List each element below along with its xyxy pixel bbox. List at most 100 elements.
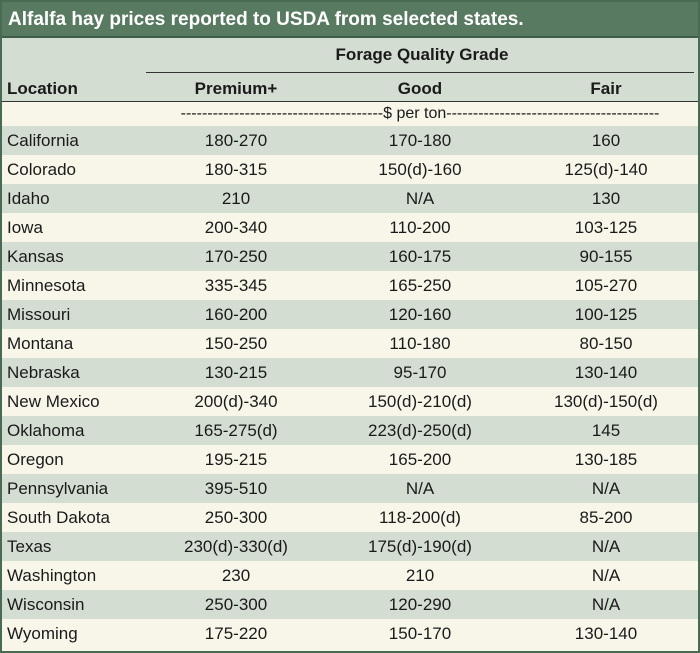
fair-cell: 130-185 [574, 450, 638, 469]
location-header: Location [7, 79, 78, 98]
good-cell: 120-290 [388, 595, 452, 614]
good-cell: 110-200 [389, 218, 451, 237]
fair-cell: 125(d)-140 [564, 160, 648, 179]
premium-cell: 130-215 [204, 363, 268, 382]
unit-row: --------------------------------------$ … [2, 102, 698, 126]
good-cell: 150(d)-160 [378, 160, 462, 179]
good-cell: 150-170 [388, 624, 452, 643]
premium-cell: 395-510 [204, 479, 268, 498]
table-title: Alfalfa hay prices reported to USDA from… [2, 2, 698, 38]
good-cell: 110-180 [389, 334, 451, 353]
location-cell: Minnesota [7, 276, 86, 295]
table-row: Oklahoma 165-275(d) 223(d)-250(d) 145 [2, 416, 698, 445]
premium-cell: 335-345 [204, 276, 268, 295]
premium-cell: 250-300 [204, 508, 268, 527]
fair-cell: 160 [591, 131, 621, 150]
table-row: Nebraska 130-215 95-170 130-140 [2, 358, 698, 387]
fair-cell: 130 [591, 189, 621, 208]
location-cell: Missouri [7, 305, 71, 324]
good-cell: N/A [405, 189, 435, 208]
table-row: Oregon 195-215 165-200 130-185 [2, 445, 698, 474]
good-cell: 160-175 [388, 247, 452, 266]
premium-cell: 250-300 [204, 595, 268, 614]
location-cell: Oregon [7, 450, 64, 469]
table-row: Colorado 180-315 150(d)-160 125(d)-140 [2, 155, 698, 184]
table-body: California 180-270 170-180 160 Colorado 180-3… [2, 126, 698, 648]
table-row: Wyoming 175-220 150-170 130-140 [2, 619, 698, 648]
table-row: Texas 230(d)-330(d) 175(d)-190(d) N/A [2, 532, 698, 561]
table-row: South Dakota 250-300 118-200(d) 85-200 [2, 503, 698, 532]
fair-cell: 105-270 [574, 276, 638, 295]
good-cell: 210 [405, 566, 435, 585]
table-row: Wisconsin 250-300 120-290 N/A [2, 590, 698, 619]
fair-cell: 130(d)-150(d) [554, 392, 658, 411]
premium-cell: 150-250 [204, 334, 268, 353]
good-cell: 120-160 [388, 305, 452, 324]
premium-cell: 160-200 [204, 305, 268, 324]
location-cell: Colorado [7, 160, 76, 179]
premium-cell: 200(d)-340 [194, 392, 278, 411]
location-cell: Iowa [7, 218, 43, 237]
table-row: Kansas 170-250 160-175 90-155 [2, 242, 698, 271]
fair-cell: N/A [591, 537, 621, 556]
table-header: Forage Quality Grade Location Premium+ G… [2, 38, 698, 102]
table-row: Iowa 200-340 110-200 103-125 [2, 213, 698, 242]
good-cell: N/A [405, 479, 435, 498]
location-cell: California [7, 131, 79, 150]
premium-cell: 180-315 [204, 160, 268, 179]
fair-cell: 130-140 [574, 624, 638, 643]
fair-header: Fair [590, 79, 622, 98]
table-row: New Mexico 200(d)-340 150(d)-210(d) 130(d)-… [2, 387, 698, 416]
premium-cell: 210 [221, 189, 251, 208]
location-cell: Washington [7, 566, 97, 585]
fair-cell: 80-150 [579, 334, 633, 353]
table-row: California 180-270 170-180 160 [2, 126, 698, 155]
location-cell: Nebraska [7, 363, 80, 382]
good-cell: 175(d)-190(d) [368, 537, 472, 556]
location-cell: New Mexico [7, 392, 100, 411]
location-cell: Oklahoma [7, 421, 85, 440]
good-cell: 223(d)-250(d) [368, 421, 472, 440]
premium-cell: 165-275(d) [194, 421, 278, 440]
premium-cell: 230(d)-330(d) [184, 537, 288, 556]
column-group-header: Forage Quality Grade [335, 45, 509, 64]
good-cell: 118-200(d) [379, 508, 461, 527]
premium-cell: 195-215 [204, 450, 268, 469]
fair-cell: 103-125 [574, 218, 638, 237]
location-cell: Pennsylvania [7, 479, 109, 498]
good-header: Good [397, 79, 443, 98]
fair-cell: 130-140 [574, 363, 638, 382]
fair-cell: 100-125 [574, 305, 638, 324]
fair-cell: 145 [591, 421, 621, 440]
table-row: Minnesota 335-345 165-250 105-270 [2, 271, 698, 300]
table-row: Pennsylvania 395-510 N/A N/A [2, 474, 698, 503]
fair-cell: N/A [591, 566, 621, 585]
premium-cell: 200-340 [204, 218, 268, 237]
location-cell: Wyoming [7, 624, 78, 643]
premium-cell: 180-270 [204, 131, 268, 150]
good-cell: 170-180 [388, 131, 452, 150]
good-cell: 150(d)-210(d) [368, 392, 472, 411]
location-cell: South Dakota [7, 508, 111, 527]
location-cell: Wisconsin [7, 595, 85, 614]
table-row: Montana 150-250 110-180 80-150 [2, 329, 698, 358]
table-row: Missouri 160-200 120-160 100-125 [2, 300, 698, 329]
group-underline [146, 72, 694, 73]
premium-cell: 170-250 [204, 247, 268, 266]
table-row: Washington 230 210 N/A [2, 561, 698, 590]
fair-cell: N/A [591, 595, 621, 614]
fair-cell: 90-155 [579, 247, 633, 266]
location-cell: Idaho [7, 189, 50, 208]
premium-cell: 230 [221, 566, 251, 585]
fair-cell: 85-200 [579, 508, 633, 527]
premium-cell: 175-220 [204, 624, 268, 643]
table-row: Idaho 210 N/A 130 [2, 184, 698, 213]
header-rule [2, 101, 698, 102]
good-cell: 95-170 [393, 363, 447, 382]
good-cell: 165-200 [388, 450, 452, 469]
fair-cell: N/A [591, 479, 621, 498]
location-cell: Kansas [7, 247, 64, 266]
good-cell: 165-250 [388, 276, 452, 295]
premium-header: Premium+ [194, 79, 278, 98]
